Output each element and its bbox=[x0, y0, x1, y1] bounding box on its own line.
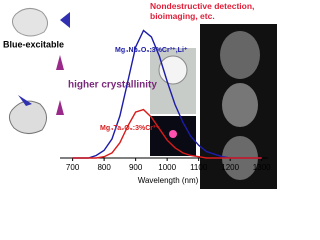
x-tick-label: 1000 bbox=[158, 163, 176, 172]
series-line bbox=[72, 29, 262, 159]
x-tick-label: 800 bbox=[97, 163, 111, 172]
photo bbox=[220, 31, 260, 79]
crystal-image bbox=[8, 100, 47, 134]
annotation: Nondestructive detection, bioimaging, et… bbox=[150, 1, 255, 21]
x-tick-label: 1300 bbox=[253, 163, 271, 172]
x-axis-label: Wavelength (nm) bbox=[138, 176, 199, 185]
arrow bbox=[56, 55, 64, 70]
arrow bbox=[56, 100, 64, 115]
x-tick-label: 700 bbox=[66, 163, 80, 172]
annotation-box: Nondestructive detection, bioimaging, et… bbox=[150, 1, 255, 21]
series-label: Mg₄Ta₂O₉:3%Cr³⁺ bbox=[100, 125, 159, 132]
photo bbox=[169, 130, 177, 138]
arrow bbox=[18, 95, 32, 106]
arrow bbox=[60, 12, 70, 28]
series-line bbox=[72, 108, 262, 159]
x-tick-label: 1200 bbox=[221, 163, 239, 172]
annotation: higher crystallinity bbox=[68, 80, 157, 91]
crystal-image bbox=[12, 8, 48, 37]
annotation: Blue-excitable bbox=[3, 39, 64, 49]
chart: Blue-excitable higher crystallinity Nond… bbox=[3, 1, 277, 189]
series-label: Mg₄Nb₂O₉:3%Cr³⁺,Li⁺ bbox=[115, 47, 188, 54]
x-tick-label: 1100 bbox=[190, 163, 208, 172]
photo bbox=[222, 83, 258, 127]
x-tick-label: 900 bbox=[129, 163, 143, 172]
